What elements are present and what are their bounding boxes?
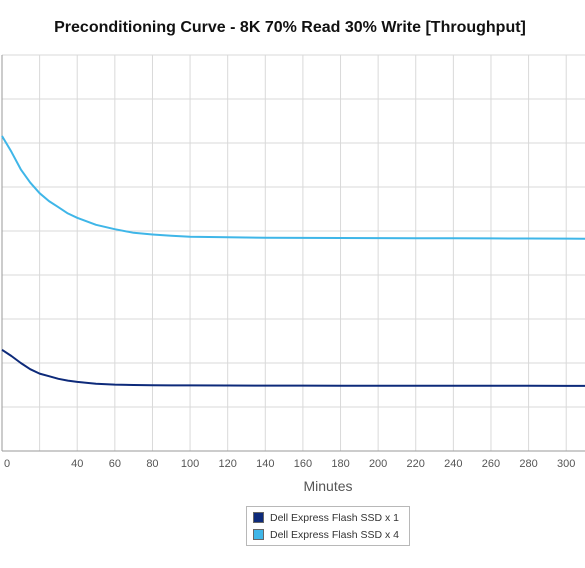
legend-item-series-1: Dell Express Flash SSD x 1: [253, 509, 403, 526]
x-tick-label: 60: [109, 458, 121, 470]
legend-label-series-1: Dell Express Flash SSD x 1: [270, 511, 399, 524]
x-tick-labels: 0 40 60 80 100 120 140 160 180 200 220 240 260 280 300: [4, 458, 575, 470]
x-tick-label: 300: [557, 458, 575, 470]
legend-label-series-2: Dell Express Flash SSD x 4: [270, 528, 399, 541]
x-tick-label: 140: [256, 458, 274, 470]
series-lines: [1, 135, 585, 387]
legend-item-series-2: Dell Express Flash SSD x 4: [253, 526, 403, 543]
x-tick-label: 120: [218, 458, 236, 470]
x-tick-label: 100: [181, 458, 199, 470]
x-tick-label: 80: [146, 458, 158, 470]
x-tick-label: 180: [331, 458, 349, 470]
legend-swatch-series-1: [253, 512, 264, 523]
x-tick-label: 260: [482, 458, 500, 470]
axes: [1, 55, 585, 452]
x-axis-label: Minutes: [303, 478, 352, 494]
chart-legend: Dell Express Flash SSD x 1 Dell Express …: [246, 506, 410, 546]
x-tick-label: 40: [71, 458, 83, 470]
x-tick-label: 280: [519, 458, 537, 470]
chart-title: Preconditioning Curve - 8K 70% Read 30% …: [54, 19, 526, 36]
legend-swatch-series-2: [253, 529, 264, 540]
series-line-2: [1, 135, 585, 240]
x-tick-label: 0: [4, 458, 10, 470]
x-tick-label: 220: [407, 458, 425, 470]
x-tick-label: 160: [294, 458, 312, 470]
series-line-1: [1, 348, 585, 387]
x-tick-label: 240: [444, 458, 462, 470]
x-tick-label: 200: [369, 458, 387, 470]
line-chart: 0 40 60 80 100 120 140 160 180 200 220 240 260 280 300…: [1, 54, 585, 494]
grid-lines: [1, 54, 585, 452]
